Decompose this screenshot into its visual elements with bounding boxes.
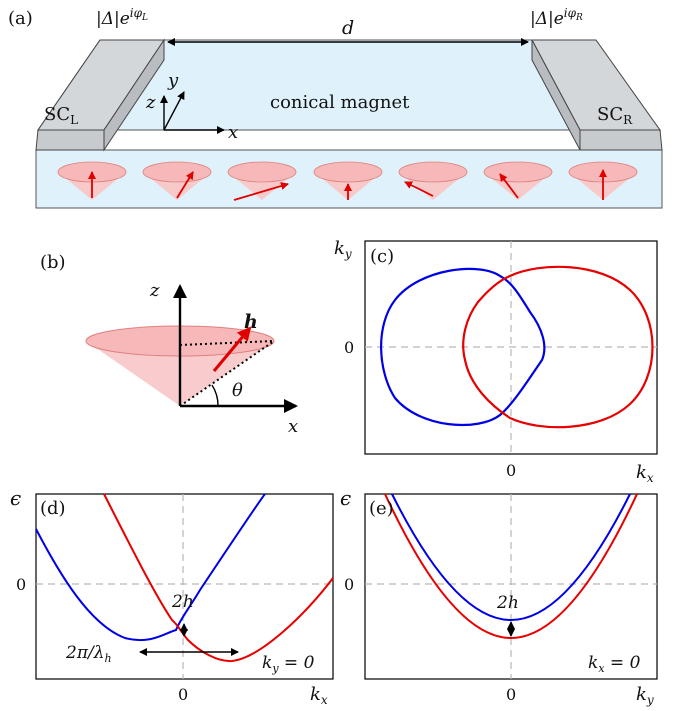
phase-left-label: |Δ|eiφL (96, 6, 148, 29)
panel-c: (c) ky 0 0 kx (334, 238, 658, 485)
panel-d-ytick: 0 (16, 575, 26, 594)
axis-y-label: y (167, 70, 179, 91)
panel-d-condition: ky = 0 (262, 653, 315, 675)
spin-arrow (176, 171, 194, 199)
phase-right-label: |Δ|eiφR (530, 6, 583, 29)
panel-e-gap-label: 2h (496, 593, 519, 613)
fermi-contour-red (462, 265, 654, 429)
panel-d-xlabel: kx (310, 684, 328, 707)
panel-c-xlabel: kx (636, 462, 654, 485)
dotted-horizontal (179, 340, 275, 346)
angle-arc (211, 384, 219, 407)
spin-arrow (404, 181, 434, 197)
panel-d-wavelength-label: 2π/λh (65, 643, 112, 665)
panel-d: (d) ϵ 0 0 2h 2π/λh ky = 0 kx (10, 486, 334, 707)
panel-e: (e) ϵ 0 0 2h kx = 0 ky (340, 486, 658, 707)
panel-e-xtick: 0 (506, 685, 516, 704)
panel-b-label: (b) (40, 252, 66, 273)
panel-e-ytick: 0 (344, 575, 354, 594)
panel-d-ylabel: ϵ (10, 486, 21, 510)
panel-e-label: (e) (369, 498, 394, 519)
band-blue-e (391, 493, 631, 622)
panel-d-frame (35, 493, 334, 680)
cone-top (313, 161, 383, 183)
cone-top (398, 161, 468, 183)
spin-arrow (499, 173, 519, 199)
axis-z-label: z (145, 92, 156, 113)
b-axis-z-label: z (149, 280, 160, 301)
field-arrow (212, 326, 252, 372)
b-axis-x-label: x (288, 416, 298, 437)
panel-a-label: (a) (8, 8, 33, 29)
cone-top (142, 161, 212, 183)
axis-x-label: x (228, 122, 238, 143)
angle-label: θ (232, 380, 243, 401)
panel-c-ylabel: ky (334, 238, 352, 261)
magnet-label: conical magnet (270, 92, 410, 113)
fermi-contour-blue (380, 267, 546, 427)
panel-d-label: (d) (40, 498, 66, 519)
band-blue-d (35, 493, 266, 642)
cone-top (227, 161, 297, 183)
field-label: h (244, 311, 258, 333)
sc-right-label: SCR (597, 104, 633, 127)
spin-arrow (233, 182, 289, 201)
panel-c-ytick: 0 (344, 338, 354, 357)
panel-d-xtick: 0 (178, 685, 188, 704)
superconductor-left (35, 38, 165, 152)
distance-label: d (342, 17, 354, 39)
dotted-diagonal (179, 340, 275, 407)
superconductor-right (531, 39, 663, 151)
band-red-e (384, 493, 638, 640)
panel-d-gap-label: 2h (171, 592, 194, 612)
spin-cones (57, 161, 638, 201)
panel-c-label: (c) (370, 246, 394, 267)
band-red-d (103, 493, 334, 663)
sc-left-label: SCL (44, 104, 78, 127)
cone-top (483, 161, 553, 183)
panel-a: (a) |Δ|eiφL |Δ|eiφR d SCL (8, 6, 663, 209)
panel-e-xlabel: ky (636, 684, 654, 707)
coordinate-axes: x z y (145, 70, 238, 143)
panel-b: (b) z x h θ (40, 252, 298, 437)
panel-e-ylabel: ϵ (340, 486, 351, 510)
panel-c-xtick: 0 (506, 461, 516, 480)
panel-e-condition: kx = 0 (588, 653, 641, 675)
